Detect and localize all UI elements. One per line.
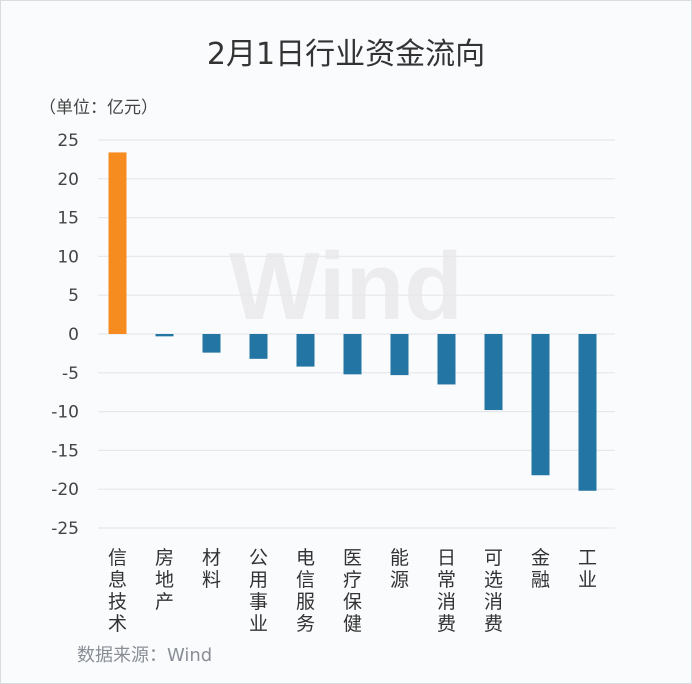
y-tick-label: 20	[57, 170, 79, 190]
x-tick-label: 公用事业	[249, 547, 268, 635]
chart-title: 2月1日行业资金流向	[206, 37, 486, 72]
x-tick-label: 房地产	[155, 547, 174, 613]
bar	[108, 152, 127, 334]
y-tick-label: -10	[51, 403, 79, 423]
x-tick-label: 工业	[578, 547, 597, 591]
bar	[531, 334, 550, 476]
bar	[437, 334, 456, 385]
x-tick-label: 材料	[202, 547, 221, 591]
x-tick-label: 能源	[390, 547, 409, 591]
y-tick-label: 5	[68, 286, 79, 306]
y-tick-label: -5	[62, 364, 79, 384]
bar	[155, 334, 174, 337]
bar	[578, 334, 597, 491]
y-tick-label: -15	[51, 441, 79, 461]
watermark: Wind	[229, 233, 463, 340]
y-tick-label: 15	[57, 209, 79, 229]
bar	[249, 334, 268, 359]
unit-label: （单位：亿元）	[39, 98, 158, 118]
y-tick-label: -20	[51, 480, 79, 500]
y-tick-label: 25	[57, 131, 79, 151]
bar	[202, 334, 221, 353]
x-tick-label: 电信服务	[296, 547, 315, 635]
y-tick-label: 0	[68, 325, 79, 345]
bar	[484, 334, 503, 411]
x-tick-label: 信息技术	[108, 547, 127, 635]
x-tick-label: 金融	[531, 547, 550, 591]
source-note: 数据来源：Wind	[77, 645, 213, 666]
x-tick-label: 日常消费	[437, 547, 456, 635]
x-tick-label: 可选消费	[484, 547, 503, 635]
y-tick-label: -25	[51, 519, 79, 539]
y-tick-label: 10	[57, 247, 79, 267]
bar	[343, 334, 362, 375]
bar	[390, 334, 409, 376]
bar	[296, 334, 315, 367]
x-tick-label: 医疗保健	[343, 547, 362, 635]
